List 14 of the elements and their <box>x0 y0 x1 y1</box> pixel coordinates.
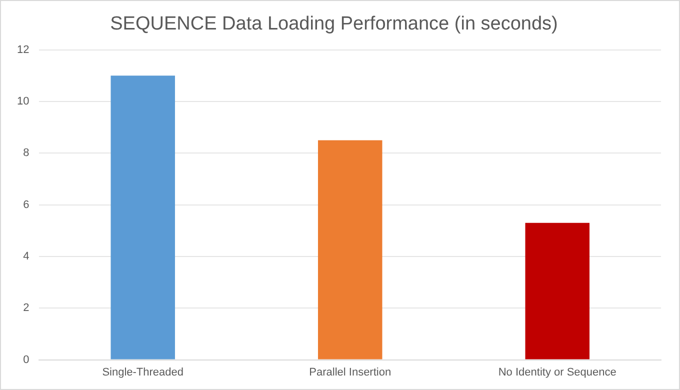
y-tick-label: 8 <box>23 147 30 160</box>
y-tick-label: 10 <box>16 96 30 108</box>
y-tick-label: 12 <box>16 44 30 56</box>
x-tick-label: Parallel Insertion <box>309 366 392 378</box>
bar <box>318 140 382 360</box>
x-tick-label: No Identity or Sequence <box>498 366 616 378</box>
bar <box>110 76 175 360</box>
y-tick-label: 4 <box>23 250 30 262</box>
bar <box>525 222 590 360</box>
y-tick-label: 0 <box>23 354 30 366</box>
chart-title: SEQUENCE Data Loading Performance (in seconds) <box>110 14 558 35</box>
y-tick-label: 2 <box>23 302 30 314</box>
y-tick-label: 6 <box>23 198 30 211</box>
x-tick-label: Single-Threaded <box>102 366 184 378</box>
